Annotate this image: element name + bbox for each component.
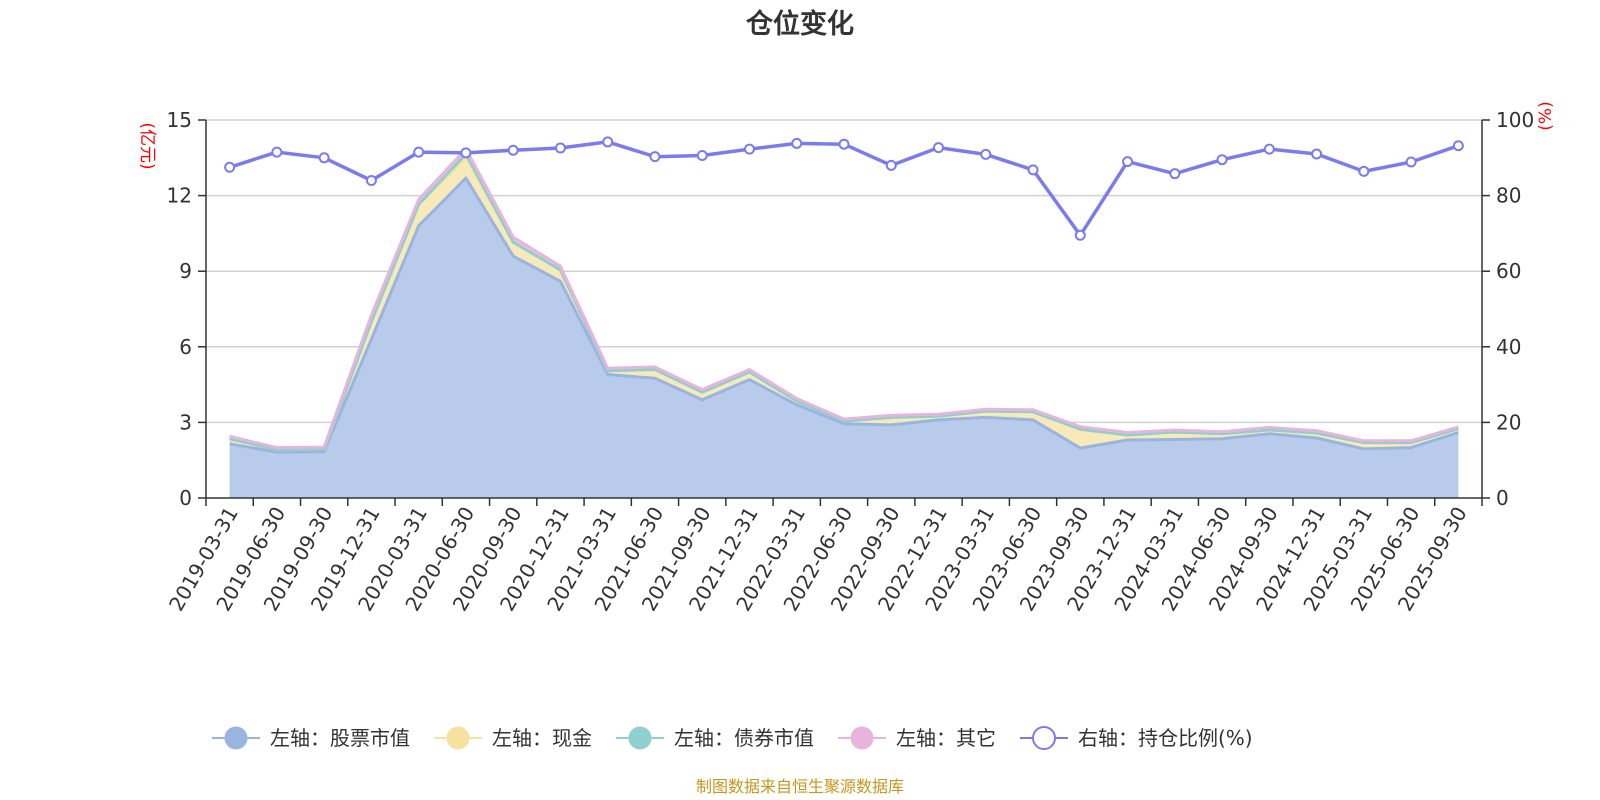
position-ratio-point [696,150,708,162]
position-ratio-point [1074,229,1086,241]
position-ratio-point [1122,156,1134,168]
legend-label: 左轴：其它 [896,726,996,750]
legend[interactable]: 左轴：股票市值 左轴：现金 左轴：债券市值 左轴：其它 右轴：持仓比例(%) [212,726,1253,750]
position-ratio-point [1216,154,1228,166]
right-axis-tick-label: 80 [1496,184,1521,208]
right-axis-tick-label: 0 [1496,486,1509,510]
legend-marker-dot [628,726,652,750]
legend-label: 左轴：现金 [492,726,592,750]
left-axis-tick-label: 9 [179,259,192,283]
legend-item[interactable]: 左轴：现金 [434,726,592,750]
right-axis-tick-label: 60 [1496,259,1521,283]
position-ratio-point [224,161,236,173]
position-ratio-point [1169,168,1181,180]
position-ratio-series [224,136,1464,241]
position-ratio-point [1263,143,1275,155]
legend-item[interactable]: 左轴：其它 [838,726,996,750]
left-axis-tick-label: 3 [179,410,192,434]
data-source-note: 制图数据来自恒生聚源数据库 [696,777,904,796]
position-ratio-point [838,138,850,150]
position-ratio-point [602,136,614,148]
area-line-9ab4e0 [229,176,1459,454]
left-axis-tick-label: 0 [179,486,192,510]
position-ratio-point [933,142,945,154]
area-line-8ecfcf [229,152,1459,452]
legend-label: 左轴：债券市值 [674,726,814,750]
legend-item[interactable]: 左轴：债券市值 [616,726,814,750]
position-ratio-point [554,142,566,154]
left-axis-tick-label: 12 [167,184,192,208]
position-ratio-point [980,148,992,160]
right-axis-tick-label: 20 [1496,410,1521,434]
legend-marker-dot [850,726,874,750]
area-line-e8b4dc [229,147,1459,450]
position-ratio-point [1452,140,1464,152]
legend-marker-dot [1032,726,1056,750]
right-axis-unit: (%) [1536,101,1556,130]
position-ratio-point [1405,156,1417,168]
position-ratio-point [885,159,897,171]
right-axis-tick-label: 100 [1496,108,1534,132]
left-axis-tick-label: 6 [179,335,192,359]
legend-item[interactable]: 左轴：股票市值 [212,726,410,750]
position-ratio-point [1311,148,1323,160]
legend-marker-dot [224,726,248,750]
area-fill-9ab4e0 [229,178,1459,498]
left-axis-tick-label: 15 [167,108,192,132]
position-ratio-point [460,147,472,159]
stacked-areas [229,147,1459,498]
legend-marker-dot [446,726,470,750]
position-ratio-point [649,151,661,163]
position-ratio-point [271,146,283,158]
position-ratio-point [1358,165,1370,177]
chart-title: 仓位变化 [745,8,854,40]
position-ratio-point [1027,164,1039,176]
right-axis-tick-label: 40 [1496,335,1521,359]
legend-item[interactable]: 右轴：持仓比例(%) [1020,726,1253,750]
position-ratio-point [791,137,803,149]
position-ratio-point [413,146,425,158]
position-ratio-point [507,144,519,156]
legend-label: 右轴：持仓比例(%) [1078,726,1253,750]
legend-label: 左轴：股票市值 [270,726,410,750]
position-ratio-point [318,152,330,164]
position-ratio-point [365,174,377,186]
left-axis-unit: (亿元) [137,122,157,169]
position-ratio-point [743,143,755,155]
